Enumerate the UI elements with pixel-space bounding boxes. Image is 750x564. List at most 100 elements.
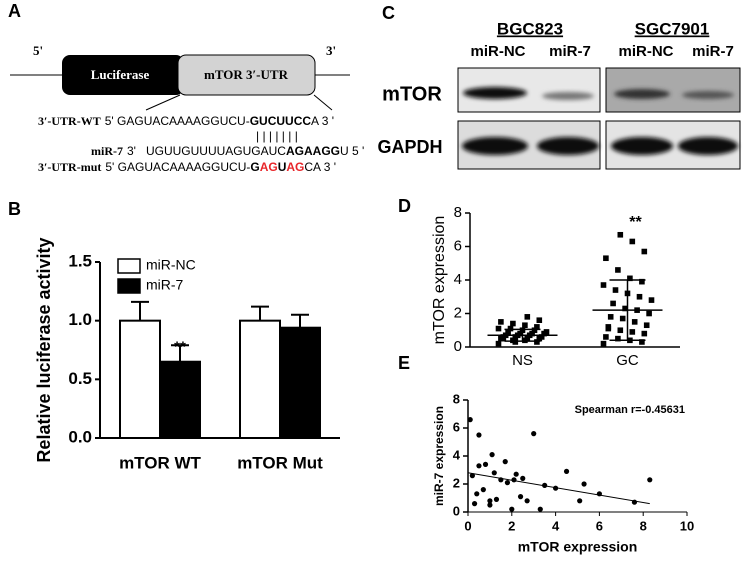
- sequence-name: 3′-UTR-mut: [38, 160, 101, 174]
- point: [605, 324, 612, 330]
- y-axis-label: miR-7 expression: [432, 406, 446, 506]
- point: [495, 325, 502, 332]
- point: [643, 322, 650, 329]
- x-axis-label: mTOR expression: [518, 539, 638, 555]
- bar: [279, 326, 321, 439]
- point: [480, 487, 486, 493]
- y-tick-label: 0: [453, 503, 460, 518]
- point: [577, 498, 583, 504]
- point: [639, 278, 645, 285]
- row-label: mTOR: [382, 83, 442, 105]
- point: [505, 329, 511, 335]
- y-tick-label: 2: [454, 304, 462, 321]
- point: [524, 314, 531, 320]
- cell-line: SGC7901: [635, 19, 710, 38]
- point: [636, 293, 643, 300]
- point: [476, 432, 482, 438]
- point: [522, 322, 528, 329]
- point: [647, 477, 653, 483]
- sequence-segment: AG: [260, 160, 278, 174]
- x-tick-label: 0: [464, 518, 471, 533]
- point: [646, 310, 652, 317]
- point: [524, 498, 530, 504]
- point: [482, 461, 489, 467]
- significance: **: [174, 338, 186, 355]
- point: [629, 238, 636, 245]
- sequence-segment: U: [278, 160, 287, 174]
- point: [581, 481, 587, 487]
- point: [520, 475, 526, 481]
- point: [615, 267, 621, 273]
- point: [627, 275, 633, 282]
- y-tick-label: 8: [454, 204, 462, 221]
- cell-line: BGC823: [497, 19, 563, 38]
- sequence-segment: 5' GAGUACAAAAGGUCU-: [105, 160, 250, 174]
- y-tick-label: 0.0: [68, 427, 92, 446]
- point: [603, 334, 609, 340]
- panel-label: C: [382, 3, 395, 23]
- point: [498, 319, 504, 325]
- point: [495, 340, 502, 347]
- bar: [239, 319, 281, 439]
- sequence-segment: 3' UGUUGUUUUAGUGAUC: [127, 144, 286, 158]
- point: [607, 314, 614, 320]
- point: [563, 468, 570, 474]
- point: [631, 499, 638, 505]
- panel-label: B: [8, 199, 21, 219]
- point: [617, 327, 624, 334]
- lane-label: miR-NC: [619, 43, 674, 60]
- point: [531, 327, 538, 334]
- point: [600, 282, 607, 288]
- row-label: GAPDH: [377, 137, 442, 157]
- panel-label: A: [8, 1, 21, 21]
- point: [536, 317, 543, 323]
- panel-label: E: [398, 353, 410, 373]
- point: [504, 480, 511, 486]
- annotation: Spearman r=-0.45631: [575, 404, 685, 416]
- sequence-row: miR-7 3' UGUUGUUUUAGUGAUCAGAAGGU 5 ': [91, 144, 364, 158]
- point: [498, 477, 504, 483]
- point: [603, 255, 609, 262]
- sequence-segment: A 3 ': [311, 114, 334, 128]
- point: [617, 231, 624, 238]
- point: [543, 329, 550, 335]
- point: [529, 330, 535, 337]
- point: [467, 417, 473, 423]
- y-axis-label: mTOR expression: [431, 216, 448, 345]
- utr-box: [177, 54, 316, 96]
- x-tick-label: mTOR Mut: [237, 453, 323, 472]
- point: [507, 325, 514, 332]
- blot: [457, 67, 741, 170]
- point: [596, 491, 603, 497]
- sequence-name: 3′-UTR-WT: [38, 114, 101, 128]
- point: [622, 305, 628, 312]
- point: [553, 485, 559, 491]
- x-tick-label: 10: [680, 518, 694, 533]
- point: [534, 324, 540, 330]
- y-axis-label: Relative luciferase activity: [34, 237, 54, 462]
- point: [517, 330, 523, 337]
- utr-label: mTOR 3′-UTR: [204, 67, 289, 82]
- x-tick-label: 4: [552, 518, 560, 533]
- bar: [159, 360, 201, 440]
- lane-label: miR-NC: [471, 43, 526, 60]
- legend-swatch: [117, 258, 141, 274]
- y-tick-label: 1.5: [68, 251, 92, 270]
- sequence-segment: AG: [286, 160, 304, 174]
- point: [534, 339, 540, 345]
- sequence-segment: U 5 ': [340, 144, 364, 158]
- point: [487, 502, 493, 508]
- point: [639, 339, 645, 345]
- lane-label: miR-7: [692, 43, 734, 60]
- point: [509, 506, 515, 512]
- sequence-segment: CA 3 ': [304, 160, 336, 174]
- point: [500, 335, 507, 342]
- point: [648, 297, 655, 303]
- point: [524, 335, 531, 342]
- point: [631, 319, 638, 325]
- point: [615, 335, 621, 342]
- point: [471, 501, 478, 507]
- sequence-name: miR-7: [91, 144, 123, 158]
